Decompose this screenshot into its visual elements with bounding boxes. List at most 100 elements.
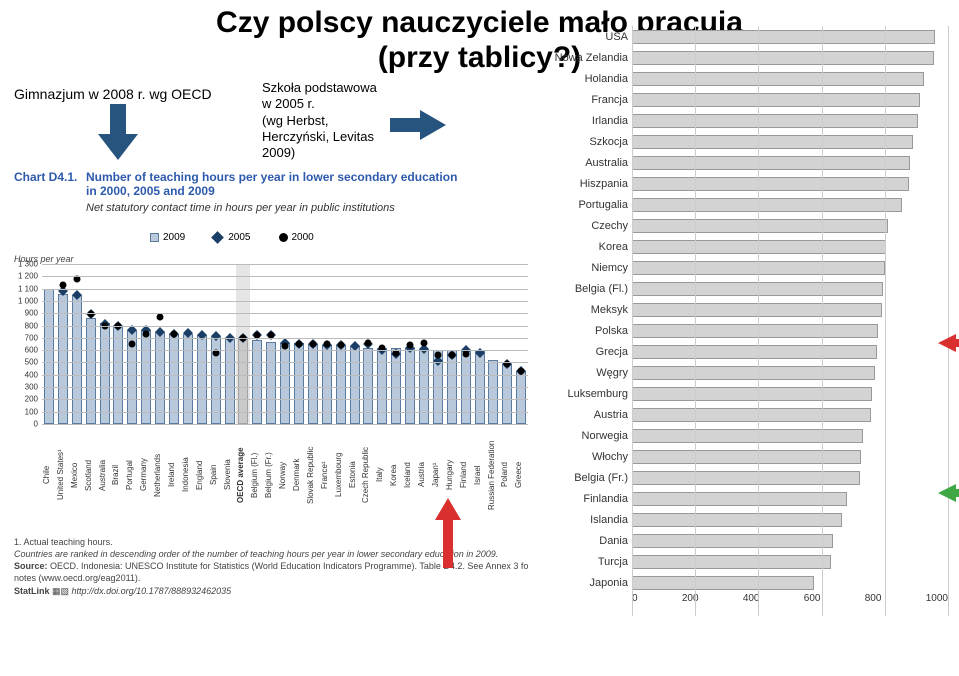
x-label: United States¹ [56,426,70,524]
circle-marker [170,330,177,337]
circle-marker [434,352,441,359]
hbar [632,72,924,86]
hbar-track [632,345,948,359]
x-label: Iceland [403,426,417,524]
gridline [42,412,528,413]
hbar-track [632,177,948,191]
hbar-label: Japonia [536,577,632,589]
gridline [42,326,528,327]
hbar-track [632,219,948,233]
bar [502,364,512,424]
green-arrow-left-icon [938,484,959,502]
hbar [632,114,918,128]
bar [169,334,179,424]
hbar-label: Austria [536,409,632,421]
x-label: OECD average [236,426,250,524]
circle-marker [59,281,66,288]
hbar-label: Finlandia [536,493,632,505]
hbar [632,30,935,44]
hbar [632,345,877,359]
hbar-label: Francja [536,94,632,106]
x-tick: 600 [804,593,821,613]
x-label: Germany [139,426,153,524]
bar [516,371,526,424]
legend-2000: 2000 [292,232,314,243]
circle-marker [518,368,525,375]
y-tick: 800 [10,321,38,330]
legend-2009: 2009 [163,232,185,243]
x-label: Mexico [70,426,84,524]
grid-vertical [948,26,949,616]
hbar-track [632,471,948,485]
hbar-track [632,492,948,506]
hbar-row: Belgia (Fr.) [536,467,948,488]
x-label: Brazil [111,426,125,524]
gridline [42,276,528,277]
x-label: Australia [98,426,112,524]
hbar-track [632,429,948,443]
circle-marker [157,313,164,320]
hbar-label: Grecja [536,346,632,358]
gridline [42,338,528,339]
hbar [632,93,920,107]
y-tick: 0 [10,420,38,429]
hbar-track [632,366,948,380]
x-label: Greece [514,426,528,524]
gridline [42,301,528,302]
red-arrow-up-icon [435,498,461,568]
hbar-row: USA [536,26,948,47]
gridline [42,289,528,290]
left-annotation: Gimnazjum w 2008 r. wg OECD [14,86,212,102]
gridline [42,375,528,376]
hbar-track [632,324,948,338]
circle-marker [448,352,455,359]
grid-vertical [822,26,823,616]
hbar-label: Nowa Zelandia [536,52,632,64]
y-tick: 700 [10,333,38,342]
hbar [632,219,888,233]
circle-marker [282,342,289,349]
x-label: Luxembourg [334,426,348,524]
legend-2005: 2005 [228,232,250,243]
hbar-row: Czechy [536,215,948,236]
hbar-track [632,303,948,317]
x-label: France¹ [320,426,334,524]
y-tick: 600 [10,346,38,355]
x-label: Indonesia [181,426,195,524]
x-label: Norway [278,426,292,524]
hbar-label: USA [536,31,632,43]
red-arrow-left-icon [938,334,959,352]
hbar [632,408,871,422]
hbar-track [632,555,948,569]
x-label: England [195,426,209,524]
legend-diamond-icon [211,231,224,244]
hbar-row: Korea [536,236,948,257]
x-label: Portugal [125,426,139,524]
circle-marker [143,331,150,338]
x-tick: 400 [743,593,760,613]
hbar-track [632,198,948,212]
x-label: Poland [500,426,514,524]
bar-chart: 01002003004005006007008009001 0001 1001 … [42,264,528,424]
hbar-row: Irlandia [536,110,948,131]
hbar [632,576,814,590]
hbar [632,429,863,443]
grid-vertical [695,26,696,616]
x-label: Czech Republic [361,426,375,524]
legend-square-icon [150,233,159,242]
hbar-row: Grecja [536,341,948,362]
x-label: Austria [417,426,431,524]
hbar-label: Węgry [536,367,632,379]
hbar-row: Holandia [536,68,948,89]
circle-marker [87,311,94,318]
x-label: Korea [389,426,403,524]
x-label: Ireland [167,426,181,524]
hbar-label: Norwegia [536,430,632,442]
right-annotation: Szkoła podstawowa w 2005 r. (wg Herbst, … [262,80,377,161]
hbar-track [632,135,948,149]
circle-marker [407,342,414,349]
hbar-row: Finlandia [536,488,948,509]
hbar [632,324,878,338]
x-label: Netherlands [153,426,167,524]
hbar-track [632,114,948,128]
